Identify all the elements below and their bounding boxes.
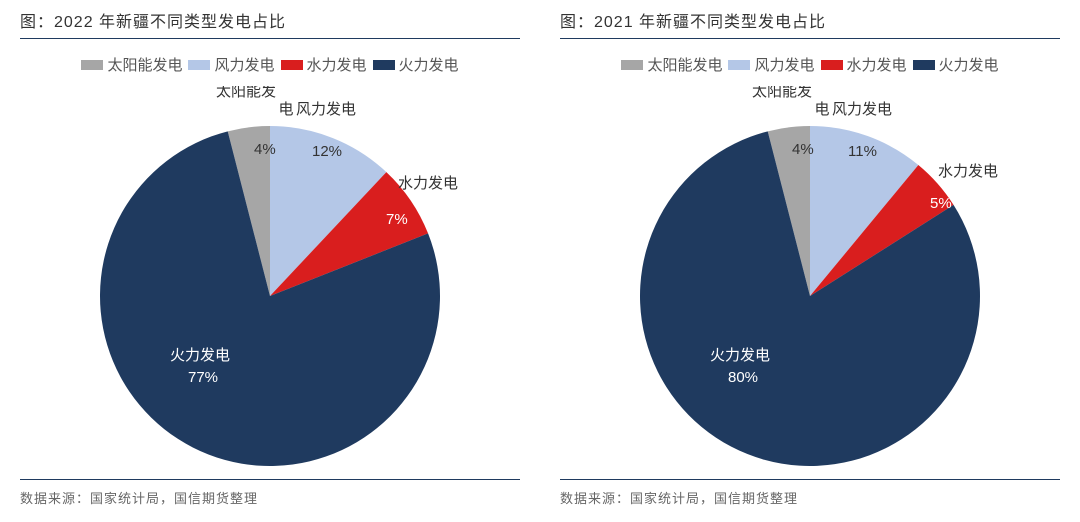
slice-label: 风力发电 (296, 101, 356, 118)
legend-swatch (728, 60, 750, 70)
legend-item: 火力发电 (913, 54, 999, 75)
legend-swatch (821, 60, 843, 70)
legend-swatch (188, 60, 210, 70)
legend-swatch (281, 60, 303, 70)
title-row: 图：2022 年新疆不同类型发电占比 (20, 8, 520, 39)
chart-title: 图：2021 年新疆不同类型发电占比 (560, 14, 826, 31)
slice-percent: 5% (930, 195, 952, 212)
slice-percent: 77% (188, 369, 218, 386)
legend-item: 水力发电 (821, 54, 907, 75)
slice-percent: 4% (792, 141, 814, 158)
legend-item: 太阳能发电 (81, 54, 182, 75)
slice-label: 太阳能发 (216, 86, 276, 100)
legend-item: 风力发电 (728, 54, 814, 75)
chart-title: 图：2022 年新疆不同类型发电占比 (20, 14, 286, 31)
legend-label: 风力发电 (214, 54, 274, 75)
pie-chart: 太阳能发电 4% 风力发电 11% 水力发电 5% 火力发电 80% (540, 86, 1080, 466)
panel-left: 图：2022 年新疆不同类型发电占比 太阳能发电风力发电水力发电火力发电 太阳能… (0, 0, 540, 522)
legend-item: 火力发电 (373, 54, 459, 75)
legend-label: 风力发电 (754, 54, 814, 75)
legend-label: 水力发电 (847, 54, 907, 75)
legend-label: 火力发电 (399, 54, 459, 75)
chart-area: 太阳能发电 4% 风力发电 11% 水力发电 5% 火力发电 80% (540, 86, 1080, 466)
legend-row: 太阳能发电 风力发电 水力发电 火力发电 (0, 54, 540, 75)
legend-item: 水力发电 (281, 54, 367, 75)
slice-label: 火力发电 (170, 347, 230, 364)
source-text: 数据来源：国家统计局，国信期货整理 (20, 491, 258, 506)
slice-percent: 4% (254, 141, 276, 158)
legend-row: 太阳能发电 风力发电 水力发电 火力发电 (540, 54, 1080, 75)
pie-chart: 太阳能发电 4% 风力发电 12% 水力发电 7% 火力发电 77% (0, 86, 540, 466)
slice-percent: 11% (848, 143, 877, 160)
slice-label: 电 (278, 101, 293, 118)
slice-label: 火力发电 (710, 347, 770, 364)
title-row: 图：2021 年新疆不同类型发电占比 (560, 8, 1060, 39)
legend-swatch (913, 60, 935, 70)
source-text: 数据来源：国家统计局，国信期货整理 (560, 491, 798, 506)
source-row: 数据来源：国家统计局，国信期货整理 (560, 479, 1060, 508)
slice-percent: 80% (728, 369, 758, 386)
legend-label: 太阳能发电 (107, 54, 182, 75)
slice-label: 电 (814, 101, 829, 118)
legend-label: 太阳能发电 (647, 54, 722, 75)
legend-swatch (621, 60, 643, 70)
slice-label: 风力发电 (832, 101, 892, 118)
legend-swatch (81, 60, 103, 70)
slice-percent: 7% (386, 211, 408, 228)
legend-swatch (373, 60, 395, 70)
chart-area: 太阳能发电 4% 风力发电 12% 水力发电 7% 火力发电 77% (0, 86, 540, 466)
legend-label: 水力发电 (307, 54, 367, 75)
slice-label: 水力发电 (938, 163, 998, 180)
slice-label: 太阳能发 (752, 86, 812, 100)
source-row: 数据来源：国家统计局，国信期货整理 (20, 479, 520, 508)
legend-item: 风力发电 (188, 54, 274, 75)
slice-percent: 12% (312, 143, 342, 160)
panel-right: 图：2021 年新疆不同类型发电占比 太阳能发电风力发电水力发电火力发电 太阳能… (540, 0, 1080, 522)
slice-label: 水力发电 (398, 175, 458, 192)
legend-item: 太阳能发电 (621, 54, 722, 75)
legend-label: 火力发电 (939, 54, 999, 75)
